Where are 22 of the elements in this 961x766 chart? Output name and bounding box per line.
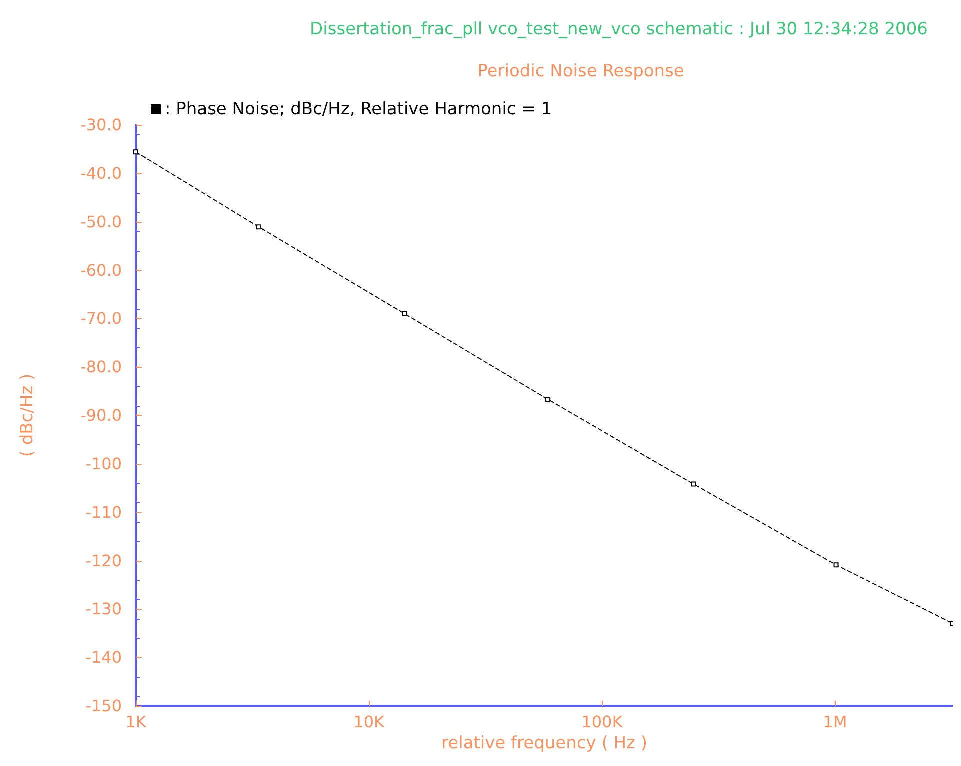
y-tick-label: -150 bbox=[86, 696, 122, 716]
y-tick-label: -30.0 bbox=[80, 116, 122, 134]
legend-label: : Phase Noise; dBc/Hz, Relative Harmonic = 1 bbox=[165, 100, 552, 120]
y-tick-label: -50.0 bbox=[80, 212, 122, 232]
y-tick-label: -80.0 bbox=[80, 358, 122, 377]
x-tick-label: 1K bbox=[126, 712, 147, 732]
y-tick-label: -60.0 bbox=[80, 260, 122, 280]
y-tick-label: -140 bbox=[86, 648, 122, 668]
y-tick-label: -40.0 bbox=[80, 164, 122, 183]
y-tick-label: -130 bbox=[86, 600, 122, 619]
x-tick-label: 10K bbox=[354, 712, 386, 732]
y-axis-title: ( dBc/Hz ) bbox=[18, 374, 38, 458]
y-tick-label: -70.0 bbox=[80, 309, 122, 328]
y-tick-label: -120 bbox=[86, 551, 122, 570]
y-tick-label: -100 bbox=[86, 454, 122, 474]
x-tick-label: 100K bbox=[582, 712, 624, 732]
chart-title: Dissertation_frac_pll vco_test_new_vco schematic : Jul 30 12:34:28 2006 bbox=[310, 20, 928, 40]
y-tick-label: -90.0 bbox=[80, 406, 122, 425]
y-tick-label: -110 bbox=[86, 502, 122, 522]
chart-subtitle: Periodic Noise Response bbox=[478, 62, 684, 82]
x-axis-title: relative frequency ( Hz ) bbox=[442, 733, 648, 754]
x-tick-label: 1M bbox=[823, 712, 848, 732]
